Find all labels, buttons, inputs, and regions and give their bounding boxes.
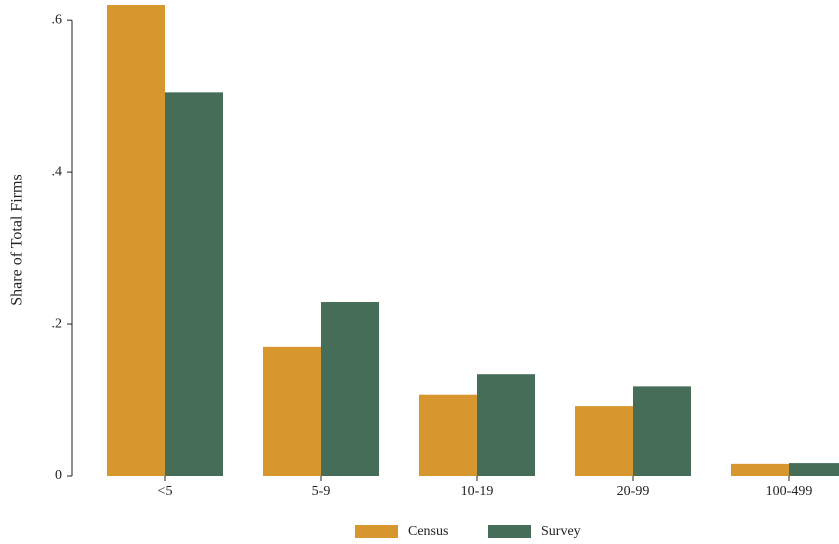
x-tick-label: 20-99 <box>617 484 650 499</box>
x-tick-label: 100-499 <box>766 484 813 499</box>
x-tick-label: 5-9 <box>312 484 331 499</box>
bar <box>107 5 165 476</box>
bar <box>633 386 691 476</box>
bar <box>321 302 379 476</box>
legend-label: Census <box>408 524 448 539</box>
bar <box>263 346 321 476</box>
y-tick-label: .2 <box>52 316 63 331</box>
y-tick-label: 0 <box>55 468 62 483</box>
legend-swatch <box>488 525 531 538</box>
legend-label: Survey <box>541 524 581 539</box>
bar <box>789 463 839 476</box>
bar <box>165 92 223 476</box>
x-tick-label: <5 <box>158 484 173 499</box>
bar <box>419 394 477 476</box>
legend-swatch <box>355 525 398 538</box>
bar <box>477 374 535 476</box>
x-tick-label: 10-19 <box>461 484 494 499</box>
y-tick-label: .6 <box>52 12 63 27</box>
y-tick-label: .4 <box>52 164 63 179</box>
y-axis-label: Share of Total Firms <box>9 174 26 305</box>
bar <box>575 406 633 476</box>
bar <box>731 463 789 476</box>
